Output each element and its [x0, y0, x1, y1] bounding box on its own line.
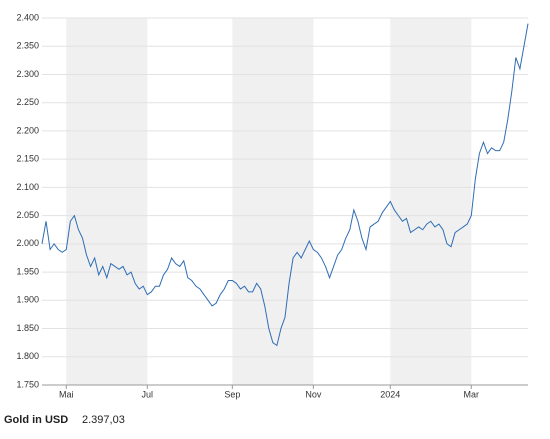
y-tick-label: 1.950	[16, 266, 39, 276]
x-tick-label: 2024	[380, 389, 400, 399]
y-tick-label: 2.100	[16, 182, 39, 192]
y-tick-label: 2.350	[16, 41, 39, 51]
y-tick-label: 2.150	[16, 154, 39, 164]
x-tick-label: Jul	[142, 389, 154, 399]
shaded-band	[232, 18, 314, 385]
shaded-band	[66, 18, 148, 385]
y-tick-label: 1.850	[16, 323, 39, 333]
background-bands	[66, 18, 472, 385]
y-tick-label: 1.900	[16, 295, 39, 305]
shaded-band	[390, 18, 472, 385]
y-tick-label: 2.050	[16, 210, 39, 220]
y-tick-label: 1.800	[16, 351, 39, 361]
y-tick-label: 2.200	[16, 125, 39, 135]
x-tick-label: Mar	[464, 389, 480, 399]
y-tick-label: 2.400	[16, 12, 39, 22]
y-tick-label: 2.000	[16, 238, 39, 248]
y-tick-label: 2.250	[16, 97, 39, 107]
y-tick-label: 2.300	[16, 69, 39, 79]
line-series	[41, 23, 529, 347]
chart-title: Gold in USD	[4, 414, 68, 426]
y-tick-label: 1.750	[16, 379, 39, 389]
x-tick-label: Nov	[305, 389, 322, 399]
x-tick-label: Sep	[224, 389, 240, 399]
last-value: 2.397,03	[82, 414, 125, 426]
x-tick-label: Mai	[59, 389, 74, 399]
